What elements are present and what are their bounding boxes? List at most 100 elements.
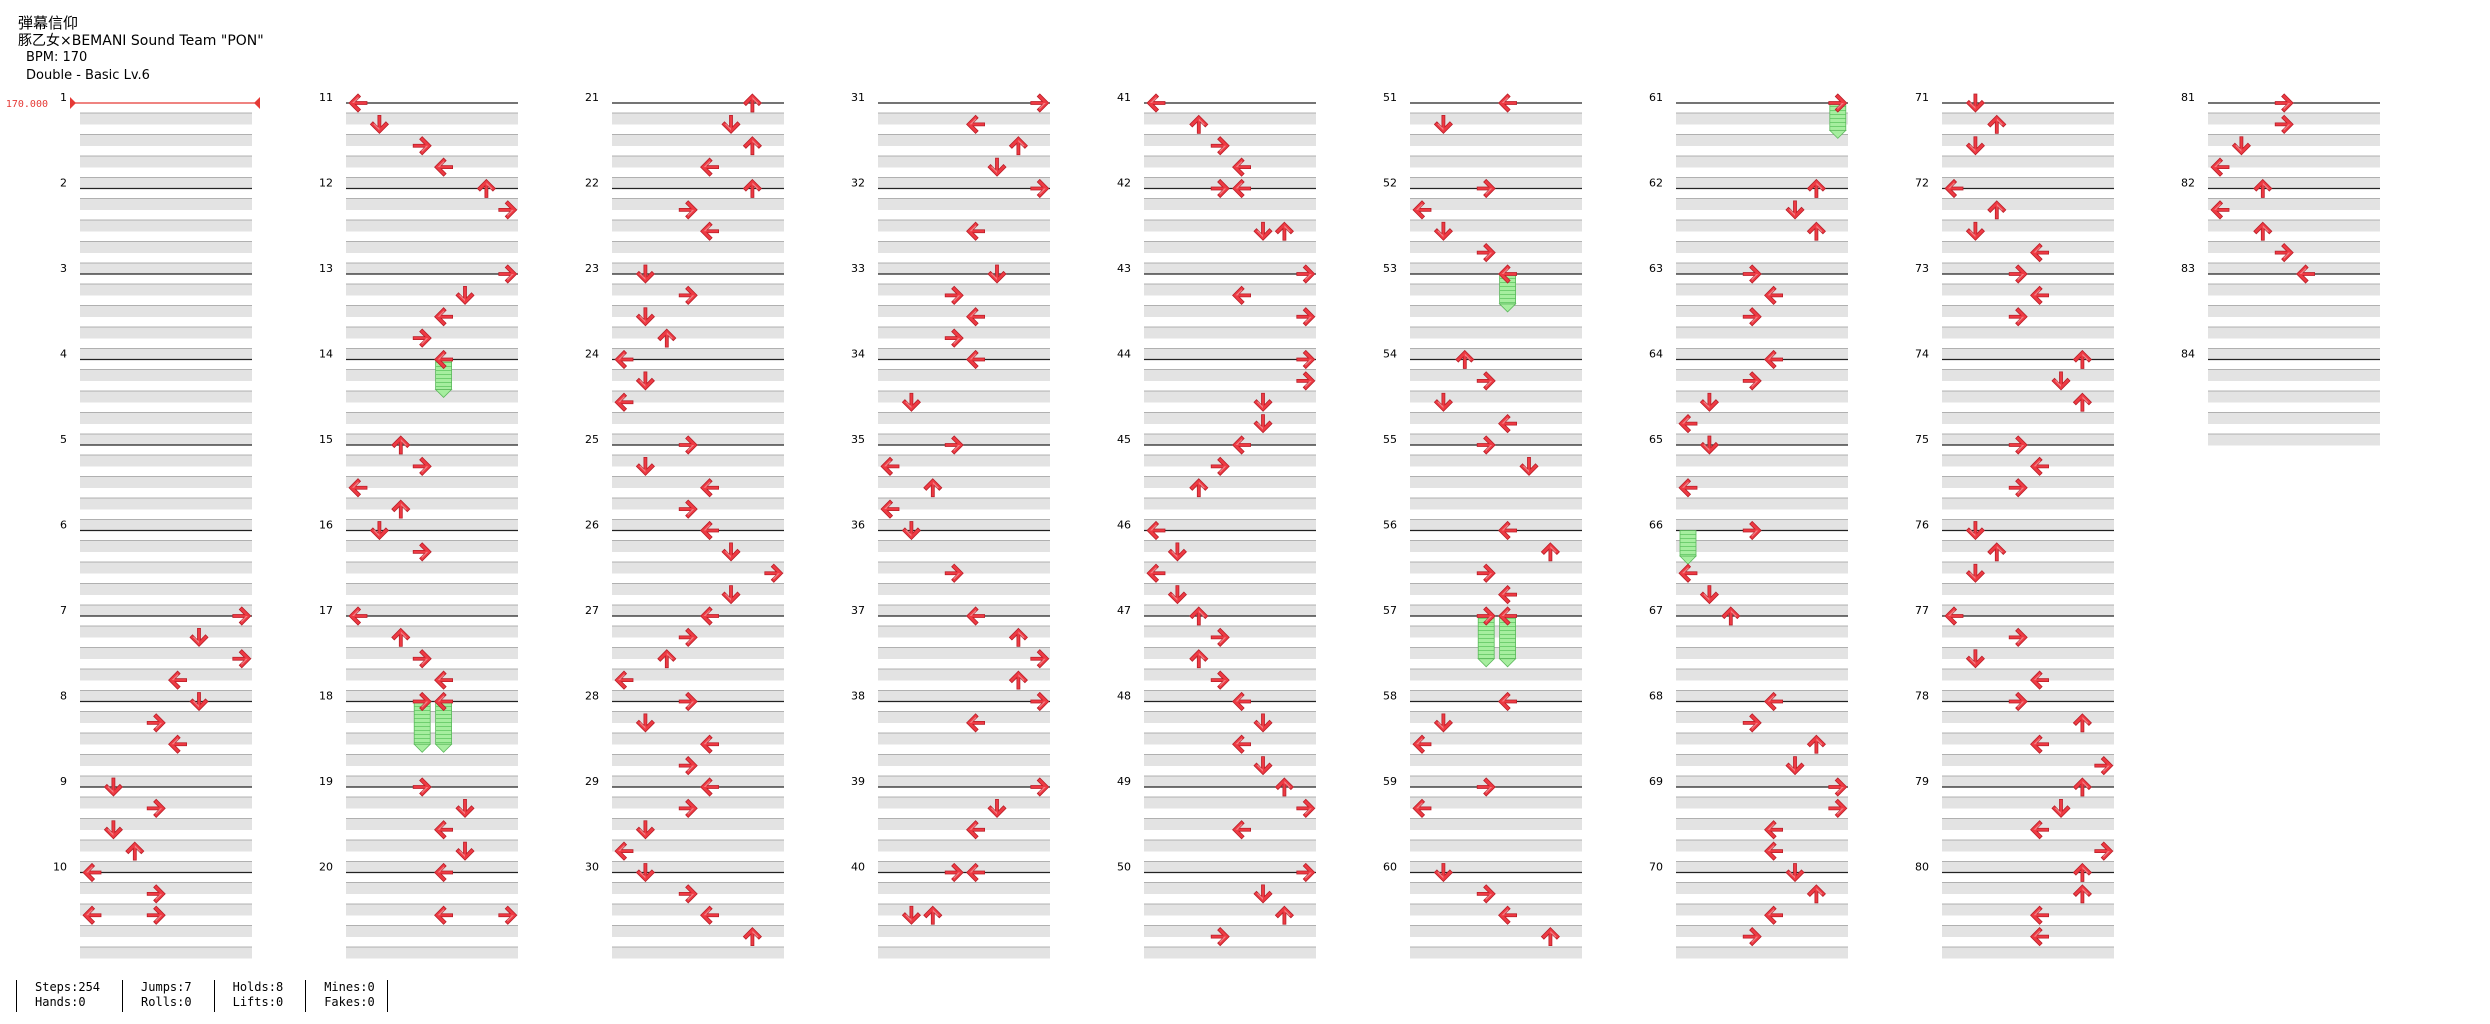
beat-stripe [878, 540, 1050, 552]
beat-stripe [878, 669, 1050, 681]
measure-number: 13 [319, 262, 333, 275]
beat-stripe [878, 776, 1050, 788]
beat-stripe [1410, 198, 1582, 210]
beat-stripe [1144, 241, 1316, 253]
beat-stripe [1410, 241, 1582, 253]
beat-stripe [878, 733, 1050, 745]
beat-stripe [878, 797, 1050, 809]
beat-stripe [878, 434, 1050, 446]
measure-number: 74 [1915, 348, 1929, 361]
beat-stripe [1144, 690, 1316, 702]
beat-stripe [1144, 263, 1316, 275]
beat-stripe [878, 156, 1050, 168]
beat-stripe [1410, 754, 1582, 766]
beat-stripe [2208, 305, 2380, 317]
beat-stripe [612, 391, 784, 403]
beat-stripe [1942, 241, 2114, 253]
stat-lifts: Lifts:0 [232, 995, 284, 1009]
beat-stripe [878, 220, 1050, 232]
beat-stripe [1676, 540, 1848, 552]
arrow-left-icon [1498, 93, 1518, 113]
beat-stripe [1942, 754, 2114, 766]
beat-stripe [80, 776, 252, 788]
beat-stripe [1144, 904, 1316, 916]
beat-stripe [1410, 434, 1582, 446]
beat-stripe [80, 498, 252, 510]
beat-stripe [346, 583, 518, 595]
beat-stripe [80, 263, 252, 275]
beat-stripe [1942, 391, 2114, 403]
beat-stripe [346, 263, 518, 275]
beat-stripe [1410, 263, 1582, 275]
measure-number: 75 [1915, 433, 1929, 446]
measure-number: 7 [60, 604, 67, 617]
beat-stripe [878, 455, 1050, 467]
beat-stripe [346, 797, 518, 809]
hold-end [434, 389, 453, 398]
beat-stripe [878, 113, 1050, 125]
beat-stripe [1676, 391, 1848, 403]
beat-stripe [346, 177, 518, 189]
measure-number: 39 [851, 775, 865, 788]
beat-stripe [612, 711, 784, 723]
measure-number: 11 [319, 91, 333, 104]
beat-stripe [1942, 134, 2114, 146]
beat-stripe [612, 626, 784, 638]
beat-stripe [878, 562, 1050, 574]
beat-stripe [2208, 348, 2380, 360]
measure-number: 63 [1649, 262, 1663, 275]
measure-number: 42 [1117, 177, 1131, 190]
measure-labels: 1234567891011121314151617181920212223242… [53, 91, 2195, 874]
measure-number: 3 [60, 262, 67, 275]
beat-stripe [346, 947, 518, 959]
beat-stripe [1410, 177, 1582, 189]
measure-number: 18 [319, 690, 333, 703]
beat-stripe [1144, 327, 1316, 339]
beat-stripe [612, 669, 784, 681]
beat-stripe [1410, 562, 1582, 574]
stat-jumps: Jumps:7 [141, 980, 192, 994]
measure-number: 36 [851, 519, 865, 532]
bpm-start-tick [70, 97, 76, 109]
beat-stripe [878, 947, 1050, 959]
stat-hands: Hands:0 [35, 995, 86, 1009]
measure-number: 69 [1649, 775, 1663, 788]
beat-stripe [878, 882, 1050, 894]
beat-stripe [1676, 476, 1848, 488]
beat-stripe [612, 540, 784, 552]
song-bpm: BPM: 170 [26, 50, 88, 65]
beat-stripe [612, 776, 784, 788]
beat-stripe [612, 134, 784, 146]
beat-stripe [346, 156, 518, 168]
beat-stripe [1410, 690, 1582, 702]
beat-stripe [346, 305, 518, 317]
measure-number: 40 [851, 861, 865, 874]
beat-stripe [2208, 263, 2380, 275]
beat-stripe [80, 113, 252, 125]
beat-stripe [1942, 305, 2114, 317]
beat-stripe [1410, 882, 1582, 894]
beat-stripe [80, 647, 252, 659]
beat-stripe [612, 562, 784, 574]
beat-stripe [878, 690, 1050, 702]
measure-number: 60 [1383, 861, 1397, 874]
beat-stripe [346, 754, 518, 766]
measure-number: 59 [1383, 775, 1397, 788]
hold-end [434, 743, 453, 753]
beat-stripe [1410, 904, 1582, 916]
beat-stripe [1676, 369, 1848, 381]
beat-stripe [1144, 797, 1316, 809]
beat-stripe [612, 241, 784, 253]
measure-number: 8 [60, 690, 67, 703]
beat-stripe [1942, 198, 2114, 210]
beat-stripe [612, 498, 784, 510]
beat-stripe [1410, 305, 1582, 317]
beat-stripe [1676, 904, 1848, 916]
beat-stripe [1410, 925, 1582, 937]
beat-stripe [878, 904, 1050, 916]
measure-number: 46 [1117, 519, 1131, 532]
beat-stripe [1410, 733, 1582, 745]
beat-stripe [346, 476, 518, 488]
beat-stripe [346, 113, 518, 125]
beat-stripe [1676, 220, 1848, 232]
